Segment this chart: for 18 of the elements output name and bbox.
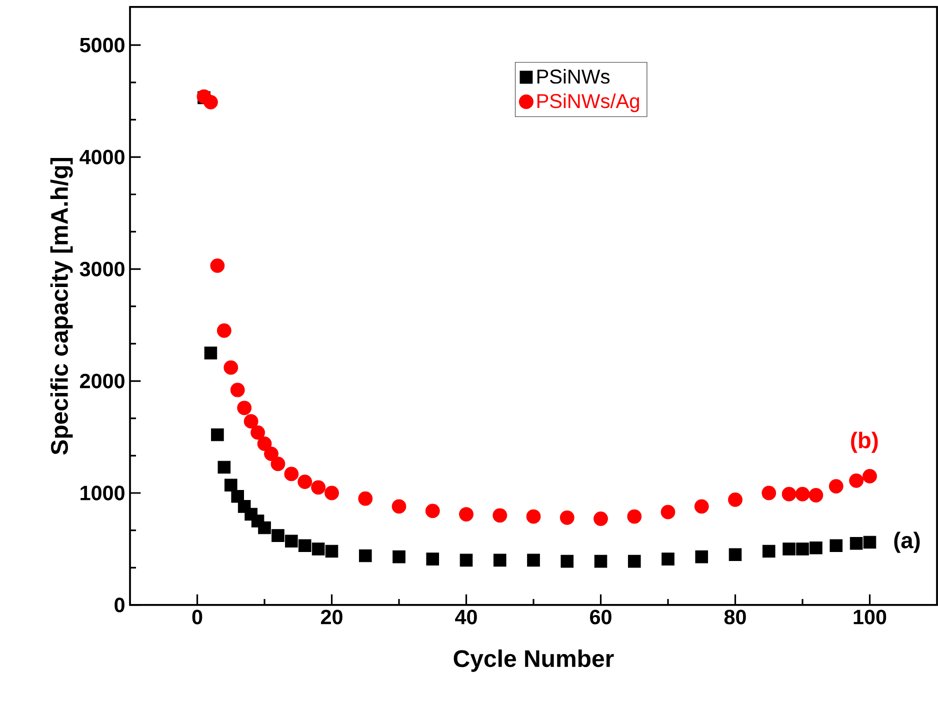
x-tick-label: 20 bbox=[320, 610, 342, 624]
x-tick-label: 60 bbox=[590, 610, 612, 624]
annotation: (b) bbox=[851, 432, 878, 453]
x-tick-label: 40 bbox=[455, 610, 477, 624]
x-tick-label: 80 bbox=[724, 610, 746, 624]
x-axis-title: Cycle Number bbox=[454, 649, 614, 672]
legend-label: PSiNWs bbox=[537, 69, 610, 84]
y-axis-title: Specific capacity [mA.h/g] bbox=[50, 158, 73, 455]
x-tick-label: 0 bbox=[192, 610, 202, 624]
annotation: (a) bbox=[894, 532, 920, 553]
y-tick-label: 2000 bbox=[80, 374, 124, 388]
x-tick-label: 100 bbox=[854, 610, 886, 624]
y-tick-label: 1000 bbox=[80, 486, 124, 500]
legend-label: PSiNWs/Ag bbox=[537, 93, 639, 112]
y-tick-label: 3000 bbox=[80, 262, 124, 276]
y-tick-label: 0 bbox=[114, 598, 124, 612]
y-tick-label: 4000 bbox=[80, 150, 124, 164]
y-tick-label: 5000 bbox=[80, 38, 124, 52]
